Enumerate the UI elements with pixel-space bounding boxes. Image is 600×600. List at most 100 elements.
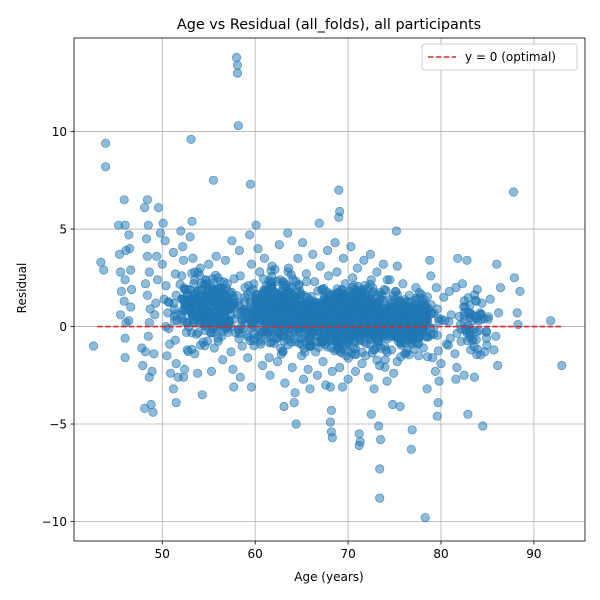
data-point	[492, 259, 502, 269]
data-point	[119, 296, 129, 306]
data-point	[469, 372, 479, 382]
data-point	[178, 242, 188, 252]
data-point	[171, 290, 181, 300]
data-point	[218, 355, 228, 365]
x-tick-label: 60	[248, 547, 263, 561]
data-point	[257, 360, 268, 371]
data-point	[381, 331, 391, 341]
data-point	[406, 314, 416, 324]
data-point	[284, 314, 295, 324]
data-point	[181, 327, 191, 337]
data-point	[450, 349, 460, 359]
data-point	[186, 134, 196, 144]
data-point	[327, 366, 337, 376]
data-point	[278, 347, 288, 357]
data-point	[220, 255, 230, 265]
data-point	[409, 344, 419, 354]
data-point	[262, 329, 272, 339]
data-point	[159, 294, 169, 304]
data-point	[357, 358, 367, 369]
data-point	[215, 288, 225, 298]
data-point	[432, 411, 442, 421]
data-point	[322, 245, 333, 256]
data-point	[176, 226, 186, 236]
data-point	[375, 493, 385, 503]
data-point	[265, 370, 275, 380]
data-point	[235, 372, 245, 382]
data-point	[222, 279, 232, 289]
data-point	[430, 366, 440, 376]
data-point	[382, 376, 392, 386]
data-point	[247, 310, 257, 320]
data-point	[197, 390, 207, 400]
data-point	[283, 263, 294, 273]
data-point	[193, 368, 203, 378]
data-point	[478, 421, 488, 431]
x-tick-label: 50	[155, 547, 170, 561]
data-point	[362, 327, 372, 337]
data-point	[460, 302, 470, 312]
data-point	[101, 138, 111, 148]
data-point	[155, 228, 165, 238]
data-point	[392, 356, 402, 367]
data-point	[160, 236, 170, 246]
data-point	[125, 244, 135, 254]
data-point	[168, 384, 178, 394]
data-point	[233, 298, 243, 308]
data-point	[168, 247, 178, 258]
data-point	[390, 286, 401, 296]
data-point	[235, 271, 245, 281]
data-point	[252, 290, 262, 300]
data-point	[330, 238, 340, 248]
data-point	[263, 304, 273, 314]
data-point	[96, 257, 106, 267]
data-point	[452, 328, 462, 338]
y-tick-label: 5	[59, 222, 67, 236]
data-point	[485, 294, 495, 304]
data-point	[142, 195, 152, 205]
data-point	[153, 203, 164, 213]
data-point	[319, 331, 329, 341]
data-point	[373, 290, 383, 300]
data-point	[366, 409, 376, 419]
data-point	[229, 382, 239, 392]
data-point	[434, 376, 444, 386]
data-point	[398, 279, 408, 289]
data-point	[422, 384, 432, 394]
data-point	[445, 333, 455, 343]
data-point	[280, 378, 290, 388]
data-point	[394, 333, 404, 343]
data-point	[386, 298, 396, 308]
data-point	[198, 337, 208, 347]
data-point	[475, 308, 485, 318]
data-point	[433, 346, 443, 356]
data-point	[170, 335, 180, 345]
data-point	[366, 275, 376, 285]
data-point	[164, 323, 174, 334]
data-point	[363, 372, 374, 382]
data-point	[120, 275, 130, 285]
data-point	[142, 290, 152, 300]
data-point	[232, 68, 243, 78]
data-point	[150, 310, 160, 320]
data-point	[213, 273, 223, 283]
data-point	[226, 347, 236, 357]
data-point	[354, 429, 364, 439]
data-point	[255, 267, 265, 277]
data-point	[211, 251, 221, 261]
data-point	[380, 355, 390, 365]
data-point	[315, 261, 325, 271]
data-point	[237, 341, 247, 351]
data-point	[453, 253, 463, 263]
data-point	[270, 333, 280, 343]
data-point	[120, 353, 130, 363]
data-point	[298, 374, 309, 384]
data-point	[444, 286, 454, 296]
data-point	[119, 195, 129, 205]
data-point	[463, 293, 473, 303]
data-point	[189, 279, 199, 289]
data-point	[348, 273, 358, 283]
data-point	[545, 316, 556, 326]
data-point	[296, 304, 306, 314]
data-point	[353, 312, 363, 322]
